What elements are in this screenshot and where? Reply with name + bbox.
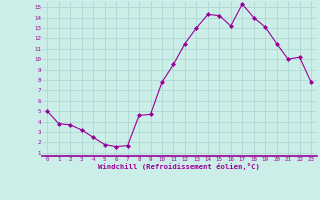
X-axis label: Windchill (Refroidissement éolien,°C): Windchill (Refroidissement éolien,°C) — [98, 163, 260, 170]
